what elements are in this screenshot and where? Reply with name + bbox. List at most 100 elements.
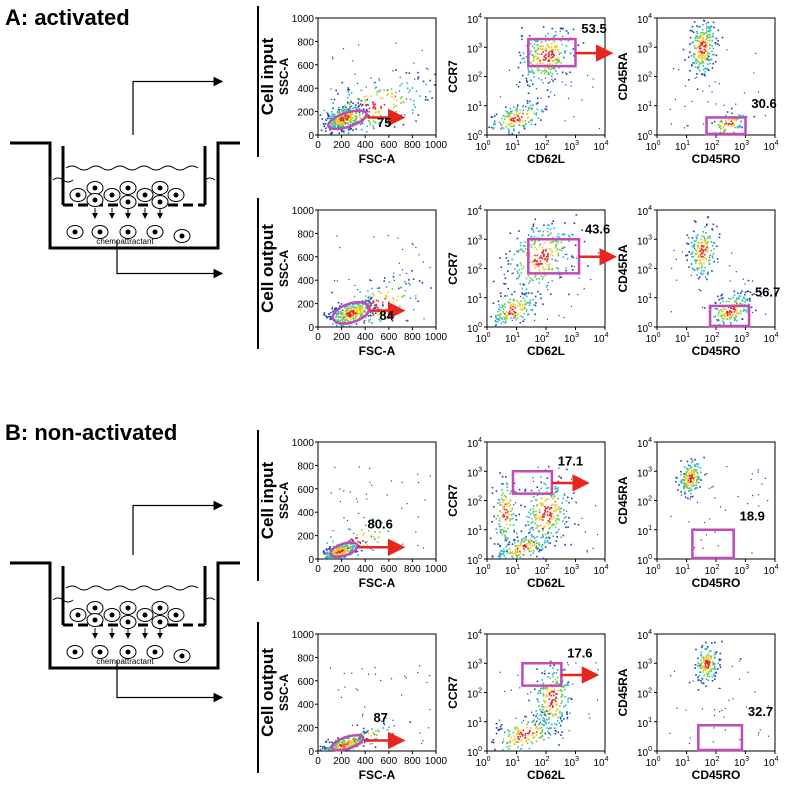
event-dot: [548, 73, 550, 76]
event-dot: [535, 51, 537, 54]
event-dot: [704, 75, 706, 77]
event-dot: [535, 499, 538, 502]
event-dot: [692, 62, 694, 64]
y-tick-label: 600: [297, 61, 314, 72]
event-dot: [692, 40, 695, 43]
event-dot: [559, 717, 562, 719]
tick-base: 10: [645, 142, 657, 153]
event-dot: [390, 88, 393, 91]
event-dot: [547, 252, 549, 255]
event-dot: [718, 309, 720, 312]
event-dot: [759, 289, 761, 291]
event-dot: [364, 524, 367, 527]
event-dot: [554, 239, 557, 242]
event-dot: [566, 468, 568, 471]
event-dot: [409, 721, 411, 723]
event-dot: [757, 471, 759, 473]
event-dot: [369, 295, 371, 298]
event-dot: [543, 72, 546, 74]
event-dot: [546, 710, 548, 712]
y-tick-label: 102: [467, 688, 482, 701]
event-dot: [696, 237, 698, 240]
event-dot: [548, 542, 550, 544]
event-dot: [338, 116, 340, 119]
x-tick-label: 102: [704, 332, 719, 345]
event-dot: [391, 118, 394, 121]
event-dot: [561, 35, 564, 38]
event-dot: [378, 123, 381, 125]
event-dot: [326, 557, 328, 559]
event-dot: [355, 112, 358, 115]
event-dot: [395, 112, 397, 115]
event-dot: [354, 312, 357, 314]
plot-frame: [317, 633, 437, 752]
event-dot: [695, 260, 697, 262]
event-dot: [683, 484, 685, 487]
event-dot: [354, 317, 357, 319]
event-dot: [546, 522, 548, 524]
event-dot: [694, 488, 696, 490]
event-dot: [711, 67, 714, 69]
event-dot: [546, 507, 548, 509]
event-dot: [337, 301, 340, 304]
event-dot: [764, 313, 767, 315]
event-dot: [393, 279, 396, 281]
event-dot: [357, 289, 359, 291]
event-dot: [517, 737, 520, 740]
event-dot: [532, 714, 535, 717]
event-dot: [525, 310, 528, 313]
event-dot: [571, 254, 573, 257]
event-dot: [702, 682, 705, 685]
event-dot: [542, 717, 544, 719]
event-dot: [707, 658, 709, 660]
x-tick-label: 100: [645, 140, 660, 153]
event-dot: [759, 729, 761, 731]
event-dot: [538, 509, 541, 512]
event-dot: [551, 73, 554, 75]
event-dot: [552, 53, 555, 56]
tick-base: 10: [637, 748, 649, 759]
event-dot: [401, 269, 404, 271]
event-dot: [342, 124, 345, 126]
tick-base: 10: [637, 103, 649, 114]
event-dot: [525, 302, 528, 304]
event-dot: [706, 247, 709, 250]
event-dot: [528, 121, 530, 123]
event-dot: [704, 50, 707, 53]
event-dot: [342, 106, 344, 108]
tick-base: 10: [467, 236, 479, 247]
event-dot: [348, 120, 350, 123]
event-dot: [413, 62, 415, 64]
event-dot: [342, 117, 345, 120]
event-dot: [545, 70, 548, 73]
event-dot: [358, 306, 361, 309]
event-dot: [557, 267, 560, 270]
event-dot: [523, 293, 525, 295]
event-dot: [714, 60, 717, 63]
flow-arrow: [116, 240, 224, 279]
event-dot: [741, 300, 744, 302]
event-dot: [498, 317, 500, 320]
event-dot: [509, 112, 512, 115]
event-dot: [526, 515, 528, 518]
event-dot: [554, 722, 556, 725]
event-dot: [712, 741, 714, 743]
event-dot: [555, 540, 558, 542]
event-dot: [508, 129, 510, 132]
event-dot: [566, 684, 568, 686]
event-dot: [363, 309, 366, 312]
event-dot: [362, 540, 364, 542]
event-dot: [693, 56, 695, 58]
panel-title: B: non-activated: [5, 420, 177, 445]
event-dot: [692, 680, 694, 682]
event-dot: [536, 58, 539, 61]
event-dot: [530, 522, 533, 524]
event-dot: [694, 458, 696, 461]
event-dot: [544, 732, 547, 735]
event-dot: [334, 122, 336, 124]
event-dot: [548, 709, 550, 712]
event-dot: [540, 687, 542, 690]
event-dot: [538, 544, 541, 546]
event-dot: [524, 505, 526, 508]
event-dot: [326, 549, 328, 551]
